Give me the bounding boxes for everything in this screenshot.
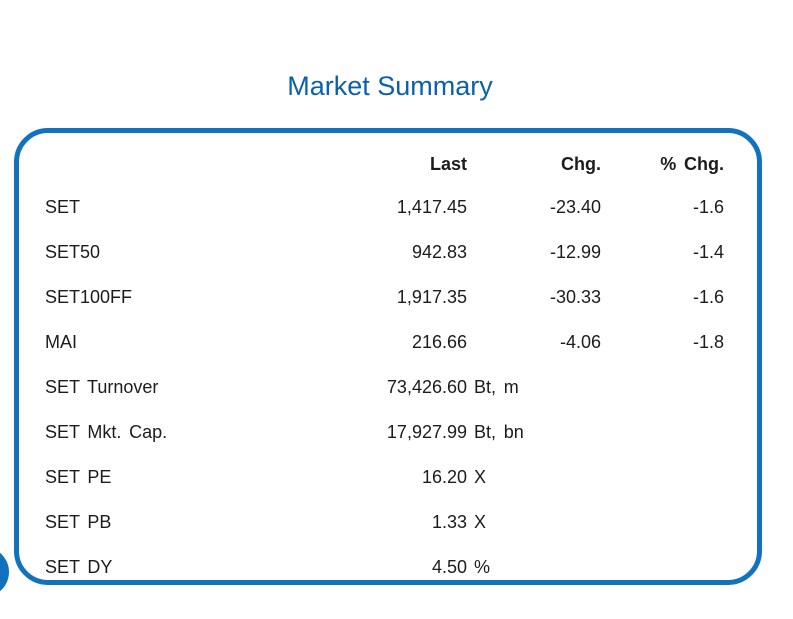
row-label: SET50 <box>45 242 101 262</box>
column-header-chg: Chg. <box>561 153 601 174</box>
table-row: SET50 942.83 -12.99 -1.4 <box>45 230 757 275</box>
value-unit: X <box>474 467 487 487</box>
table-row: SET PE 16.20 X <box>45 455 757 500</box>
last-value: 942.83 <box>411 242 467 262</box>
table-row: SET Turnover 73,426.60 Bt, m <box>45 365 757 410</box>
value-unit: X <box>474 512 487 532</box>
last-value: 216.66 <box>411 332 467 352</box>
last-value: 4.50 <box>431 557 467 577</box>
row-label: SET Turnover <box>45 377 159 397</box>
table-body: SET 1,417.45 -23.40 -1.6 SET50 942.83 -1… <box>45 185 757 590</box>
page-title: Market Summary <box>287 71 493 101</box>
table-header-row: Last Chg. % Chg. <box>45 143 757 185</box>
chg-value: -4.06 <box>559 332 601 352</box>
row-label: MAI <box>45 332 78 352</box>
last-value: 1.33 <box>431 512 467 532</box>
value-unit: Bt, m <box>474 377 519 397</box>
last-value: 17,927.99 <box>386 422 467 442</box>
last-value: 1,917.35 <box>396 287 467 307</box>
value-unit: Bt, bn <box>474 422 524 442</box>
row-label: SET DY <box>45 557 113 577</box>
last-value: 16.20 <box>421 467 467 487</box>
row-label: SET PB <box>45 512 112 532</box>
table-row: SET100FF 1,917.35 -30.33 -1.6 <box>45 275 757 320</box>
chg-value: -23.40 <box>549 197 601 217</box>
pct-chg-value: -1.6 <box>692 197 724 217</box>
row-label: SET100FF <box>45 287 133 307</box>
market-summary-table: Last Chg. % Chg. SET 1,417.45 -23.40 -1.… <box>19 133 757 590</box>
last-value: 73,426.60 <box>386 377 467 397</box>
value-unit: % <box>474 557 491 577</box>
table-row: MAI 216.66 -4.06 -1.8 <box>45 320 757 365</box>
pct-chg-value: -1.8 <box>692 332 724 352</box>
last-value: 1,417.45 <box>396 197 467 217</box>
page-corner-decoration-circle <box>0 547 9 597</box>
table-row: SET DY 4.50 % <box>45 545 757 590</box>
pct-chg-value: -1.4 <box>692 242 724 262</box>
column-header-pct-chg: % Chg. <box>660 153 724 174</box>
table-row: SET Mkt. Cap. 17,927.99 Bt, bn <box>45 410 757 455</box>
row-label: SET PE <box>45 467 112 487</box>
chg-value: -30.33 <box>549 287 601 307</box>
column-header-last: Last <box>429 153 467 174</box>
table-row: SET 1,417.45 -23.40 -1.6 <box>45 185 757 230</box>
market-summary-card: Last Chg. % Chg. SET 1,417.45 -23.40 -1.… <box>14 128 762 585</box>
table-row: SET PB 1.33 X <box>45 500 757 545</box>
row-label: SET Mkt. Cap. <box>45 422 168 442</box>
chg-value: -12.99 <box>549 242 601 262</box>
row-label: SET <box>45 197 81 217</box>
pct-chg-value: -1.6 <box>692 287 724 307</box>
